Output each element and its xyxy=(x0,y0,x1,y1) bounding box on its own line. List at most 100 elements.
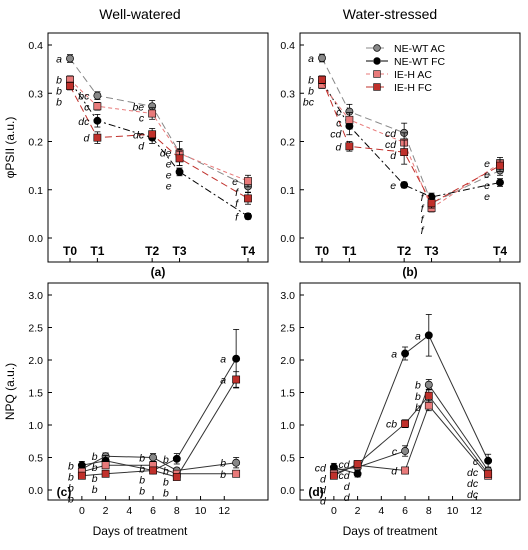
significance-letter: b xyxy=(139,464,145,476)
legend-label: NE-WT FC xyxy=(394,56,446,68)
data-point xyxy=(149,466,157,475)
data-point xyxy=(427,199,436,208)
significance-letter: b xyxy=(139,453,145,465)
plot-frame xyxy=(47,32,269,263)
significance-letter: b xyxy=(415,402,421,414)
data-point xyxy=(496,178,504,187)
series-ie-h-ac xyxy=(66,75,252,188)
significance-letter: d xyxy=(320,484,327,496)
data-point xyxy=(401,349,410,358)
significance-letter: b xyxy=(308,75,314,87)
significance-letter: b xyxy=(308,86,314,98)
data-point xyxy=(93,91,102,100)
time-point-label: T2 xyxy=(145,244,159,258)
x-tick-label: 10 xyxy=(195,505,207,517)
x-tick-label: 12 xyxy=(470,505,482,517)
significance-letter: d xyxy=(138,140,145,152)
data-point xyxy=(172,473,181,481)
time-point-label: T1 xyxy=(90,244,104,258)
y-tick-label: 0.3 xyxy=(280,88,295,100)
significance-letter: cd xyxy=(385,128,397,140)
significance-letter: e xyxy=(484,180,490,192)
significance-letter: d xyxy=(391,466,398,478)
significance-letter: f xyxy=(421,214,425,226)
time-point-label: T3 xyxy=(173,244,187,258)
y-axis-label: φPSII (a.u.) xyxy=(3,117,17,179)
significance-letter: b xyxy=(415,391,421,403)
legend-marker xyxy=(373,70,381,78)
significance-letter: dc xyxy=(133,129,145,141)
y-tick-label: 0.2 xyxy=(280,137,295,149)
significance-letter: a xyxy=(391,349,397,361)
data-point xyxy=(345,142,354,151)
data-point xyxy=(175,154,184,163)
data-point xyxy=(232,469,241,478)
legend-item: IE-H AC xyxy=(366,69,432,81)
data-point xyxy=(401,447,410,455)
legend-marker xyxy=(373,44,381,52)
x-tick-label: 0 xyxy=(79,505,85,517)
x-axis-label-right: Days of treatment xyxy=(343,524,438,538)
data-point xyxy=(172,454,181,463)
significance-letter: dc xyxy=(467,478,479,490)
time-point-label: T1 xyxy=(342,244,356,258)
significance-letter: b xyxy=(220,458,226,470)
significance-letter: cd xyxy=(385,139,397,151)
y-tick-label: 0.5 xyxy=(28,453,43,465)
legend-item: NE-WT AC xyxy=(366,43,446,55)
significance-letter: b xyxy=(92,462,98,474)
data-point xyxy=(244,177,252,185)
data-point xyxy=(400,148,409,157)
x-tick-label: 12 xyxy=(218,505,230,517)
y-tick-label: 0.1 xyxy=(28,185,43,197)
y-tick-label: 2.5 xyxy=(28,323,43,335)
x-tick-label: 6 xyxy=(150,505,156,517)
significance-letter: cd xyxy=(339,470,351,482)
significance-letter: bc xyxy=(303,97,315,109)
significance-letter: b xyxy=(139,486,145,498)
significance-letter: b xyxy=(163,454,169,466)
data-point xyxy=(353,460,362,468)
significance-letter: b xyxy=(220,469,226,481)
significance-letter: b xyxy=(68,482,74,494)
data-point xyxy=(400,180,409,189)
significance-letter: a xyxy=(220,354,226,366)
y-tick-label: 0.5 xyxy=(280,453,295,465)
significance-letter: c xyxy=(139,112,145,124)
significance-letter: dc xyxy=(467,489,479,501)
significance-letter: e xyxy=(166,159,172,171)
significance-letter: e xyxy=(484,191,490,203)
significance-letter: cd xyxy=(330,129,342,141)
y-tick-label: 3.0 xyxy=(280,290,295,302)
significance-letter: dc xyxy=(78,116,90,128)
significance-letter: b xyxy=(163,466,169,478)
significance-letter: cd xyxy=(315,462,327,474)
significance-letter: b xyxy=(92,473,98,485)
y-tick-label: 2.0 xyxy=(280,355,295,367)
significance-letter: dc xyxy=(467,467,479,479)
y-tick-label: 0.2 xyxy=(28,137,43,149)
data-point xyxy=(401,419,409,428)
significance-letter: e xyxy=(166,170,172,182)
significance-letter: f xyxy=(421,192,425,204)
significance-letter: b xyxy=(163,477,169,489)
significance-letter: d xyxy=(336,141,343,153)
significance-letter: d xyxy=(84,133,91,145)
x-axis-label-left: Days of treatment xyxy=(93,524,188,538)
chart-panel-d: 0.00.51.01.52.02.53.00 2 4 6 8 10 12(d)cddddcd… xyxy=(280,282,521,517)
time-point-label: T3 xyxy=(425,244,439,258)
data-point xyxy=(101,461,110,470)
time-point-label: T0 xyxy=(63,244,77,258)
significance-letter: e xyxy=(166,181,172,193)
significance-letter: c xyxy=(336,118,342,130)
significance-letter: c xyxy=(336,107,342,119)
data-point xyxy=(66,82,74,90)
significance-letter: b xyxy=(56,86,62,98)
data-point xyxy=(244,212,252,221)
data-point xyxy=(329,463,338,472)
significance-letter: c xyxy=(84,102,90,114)
data-point xyxy=(424,401,433,410)
series-ne-wt-ac xyxy=(329,379,493,475)
significance-letter: c xyxy=(392,446,398,458)
significance-letter: b xyxy=(139,475,145,487)
